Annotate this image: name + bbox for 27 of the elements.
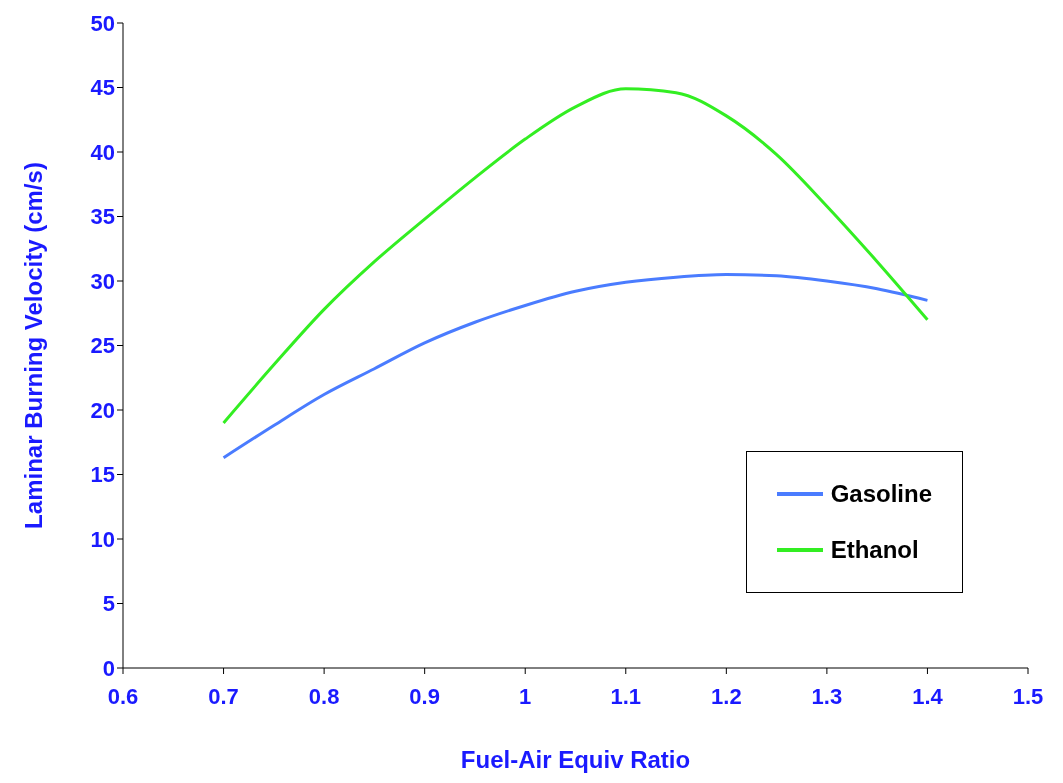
y-tick-label: 10 bbox=[90, 526, 115, 552]
line-series bbox=[222, 273, 929, 460]
x-tick-label: 0.9 bbox=[409, 683, 440, 709]
x-tick-label: 0.8 bbox=[308, 683, 340, 709]
x-tick-label: 1 bbox=[519, 683, 532, 709]
y-tick-label: 0 bbox=[102, 655, 115, 681]
x-tick-label: 1.1 bbox=[610, 683, 642, 709]
y-tick-label: 45 bbox=[90, 75, 115, 101]
y-tick-label: 30 bbox=[90, 268, 115, 294]
x-tick-label: 0.6 bbox=[107, 683, 139, 709]
y-axis-title: Laminar Burning Velocity (cm/s) bbox=[19, 162, 47, 529]
y-tick-label: 20 bbox=[90, 397, 115, 423]
y-tick-label: 5 bbox=[102, 591, 115, 617]
legend-label: Ethanol bbox=[830, 536, 919, 564]
x-tick-label: 1.5 bbox=[1012, 683, 1044, 709]
y-tick-label: 35 bbox=[90, 204, 115, 230]
x-tick-label: 0.7 bbox=[208, 683, 239, 709]
x-tick-label: 1.2 bbox=[711, 683, 742, 709]
y-tick-label: 40 bbox=[90, 139, 115, 165]
x-tick-label: 1.4 bbox=[912, 683, 944, 709]
x-axis-title: Fuel-Air Equiv Ratio bbox=[460, 746, 691, 773]
y-tick-label: 50 bbox=[90, 10, 115, 36]
y-tick-label: 25 bbox=[90, 333, 115, 359]
x-tick-label: 1.3 bbox=[811, 683, 843, 709]
y-tick-label: 15 bbox=[90, 462, 115, 488]
legend-label: Gasoline bbox=[830, 480, 932, 508]
line-series bbox=[222, 87, 929, 425]
